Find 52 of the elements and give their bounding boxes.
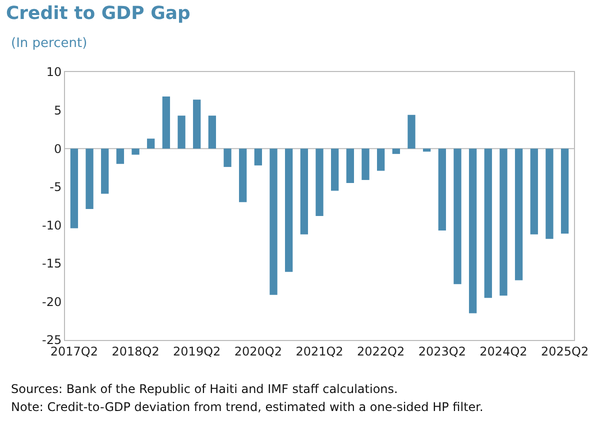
y-tick-label: 10 (46, 65, 62, 80)
bar (392, 148, 400, 154)
text: Note: Credit-to-GDP deviation from trend, estimated with a one-sided HP filter. (11, 400, 484, 414)
bar (560, 148, 569, 234)
bar (208, 116, 216, 149)
bar (422, 148, 431, 152)
bar (300, 148, 308, 234)
y-tick-label: 0 (54, 142, 62, 156)
bar (101, 148, 109, 194)
source-note: Sources: Bank of the Republic of Haiti and IMF staff calculations. (11, 382, 398, 396)
y-tick-label: -10 (42, 218, 62, 232)
bar (530, 148, 538, 234)
bar (147, 138, 155, 149)
bar (316, 148, 324, 216)
bar (193, 100, 201, 149)
x-tick-label: 2019Q2 (173, 344, 221, 358)
bar (70, 148, 78, 228)
bar (86, 148, 94, 210)
x-tick-label: 2021Q2 (296, 344, 344, 358)
x-tick-label: 2024Q2 (480, 344, 528, 358)
bar (546, 148, 554, 239)
bar (514, 148, 523, 280)
chart-subtitle: (In percent) (11, 36, 88, 51)
bar (468, 148, 477, 314)
bar (331, 148, 339, 191)
chart-title: Credit to GDP Gap (6, 3, 190, 24)
bar (239, 148, 247, 202)
x-tick-label: 2023Q2 (418, 344, 466, 358)
y-tick-label: -5 (50, 180, 62, 194)
x-tick-label: 2018Q2 (112, 344, 160, 358)
bar (116, 148, 124, 164)
bar (500, 148, 508, 296)
bar (285, 148, 293, 272)
y-tick-label: 5 (54, 103, 62, 118)
bar (438, 148, 446, 230)
bar (454, 148, 462, 284)
x-tick-label: 2020Q2 (234, 344, 282, 358)
y-tick-label: -20 (42, 294, 62, 309)
x-tick-label: 2025Q2 (540, 344, 589, 358)
bar (270, 148, 278, 295)
y-tick-label: -15 (42, 256, 62, 271)
bar (346, 148, 354, 184)
bar (408, 114, 416, 149)
bar (376, 148, 385, 171)
bar (484, 148, 492, 298)
bar (132, 148, 140, 155)
bar (254, 148, 262, 166)
x-tick-label: 2022Q2 (357, 344, 405, 358)
bar (162, 96, 170, 149)
bar (178, 116, 186, 149)
bar (362, 148, 370, 180)
bar (224, 148, 232, 167)
